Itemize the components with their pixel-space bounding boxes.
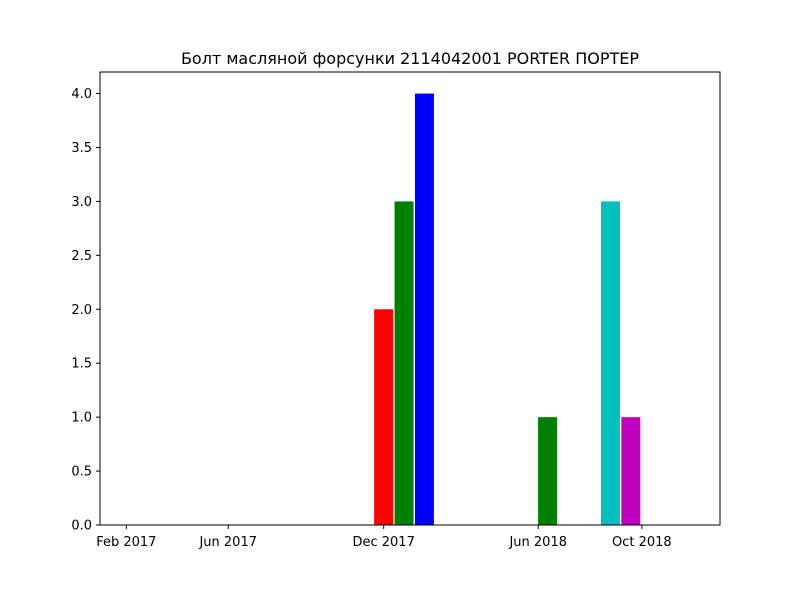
x-tick-label: Oct 2018 [612,535,672,550]
plot-frame [99,71,721,526]
y-tick-label: 2.5 [71,249,92,264]
y-tick-label: 4.0 [71,87,92,102]
y-tick-label: 1.5 [71,357,92,372]
y-tick-label: 0.5 [71,465,92,480]
x-tick-label: Jun 2017 [198,535,257,550]
y-tick-label: 3.5 [71,141,92,156]
y-axis-ticks: 0.0 0.5 1.0 1.5 2.0 2.5 3.0 3.5 4.0 [71,87,100,534]
bar-4 [600,201,620,525]
y-tick-label: 3.0 [71,195,92,210]
bars-group [374,93,641,526]
chart-title: Болт масляной форсунки 2114042001 PORTER… [181,49,639,68]
bar-1 [394,201,414,525]
x-tick-label: Feb 2017 [96,535,156,550]
y-tick-label: 2.0 [71,303,92,318]
bar-2 [414,93,434,526]
y-tick-label: 1.0 [71,411,92,426]
bar-0 [374,309,394,525]
y-tick-label: 0.0 [71,519,92,534]
bar-5 [621,417,641,525]
x-tick-label: Jun 2018 [508,535,567,550]
x-tick-label: Dec 2017 [352,535,414,550]
x-axis-ticks: Feb 2017 Jun 2017 Dec 2017 Jun 2018 Oct 2018 [96,525,672,550]
bar-3 [538,417,558,525]
